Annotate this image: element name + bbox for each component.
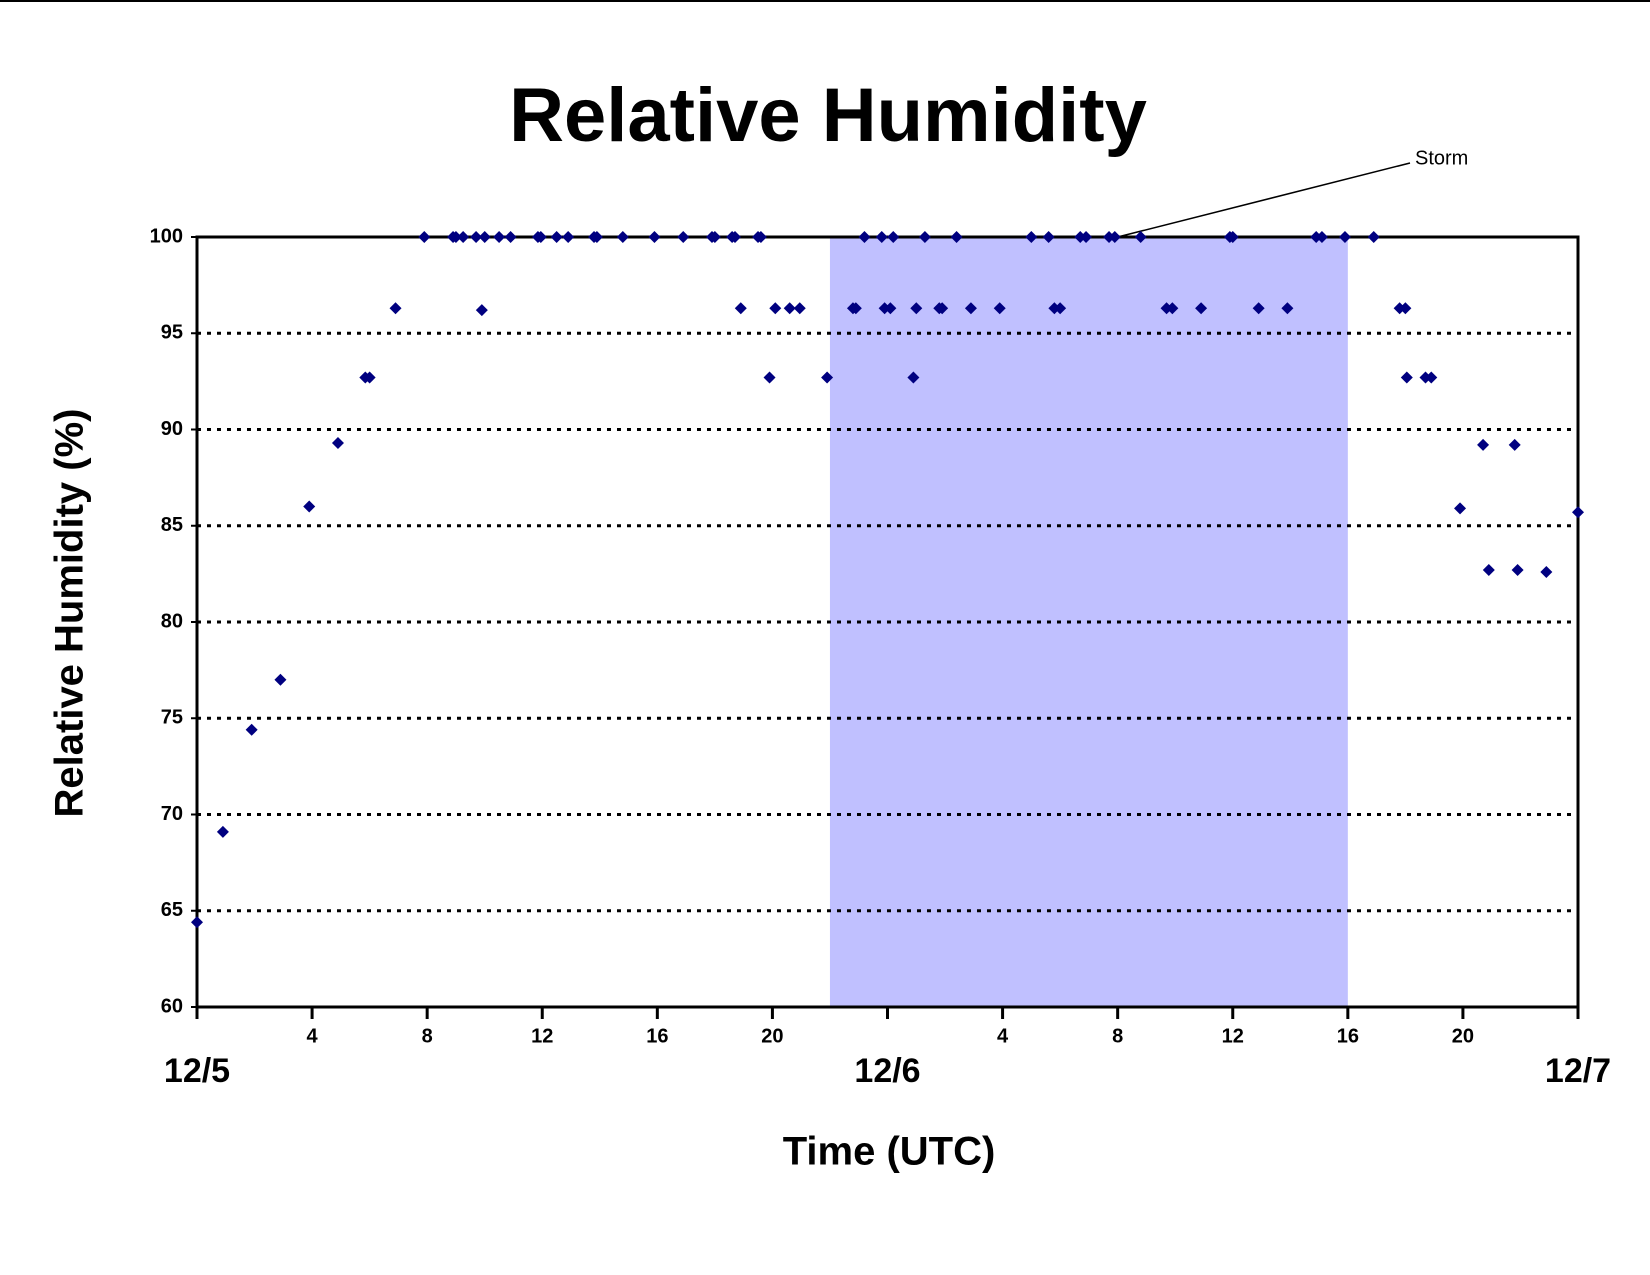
day-label: 12/7: [1545, 1052, 1611, 1090]
data-point: [1108, 231, 1121, 243]
x-tick-label: 4: [997, 1025, 1009, 1047]
y-tick-label: 75: [161, 707, 183, 729]
data-point: [1134, 231, 1147, 243]
data-point: [677, 231, 690, 243]
y-axis-label: Relative Humidity (%): [48, 409, 92, 818]
data-point: [858, 231, 871, 243]
x-tick-label: 20: [1452, 1025, 1474, 1047]
data-point: [389, 302, 402, 315]
data-point: [734, 302, 747, 315]
chart-title: Relative Humidity: [509, 73, 1147, 158]
data-point: [1540, 565, 1553, 578]
data-point: [245, 723, 258, 736]
data-point: [887, 231, 900, 243]
x-tick-label: 12: [1222, 1025, 1244, 1047]
y-tick-label: 80: [161, 610, 183, 632]
data-point: [303, 500, 316, 513]
x-tick-label: 8: [1112, 1025, 1123, 1047]
data-point: [936, 302, 949, 315]
data-point: [331, 436, 344, 449]
data-point: [216, 825, 229, 838]
data-point: [1054, 302, 1067, 315]
y-tick-label: 65: [161, 899, 183, 921]
data-point: [550, 231, 563, 243]
x-tick-label: 4: [307, 1025, 319, 1047]
data-point: [616, 231, 629, 243]
data-point: [1166, 302, 1179, 315]
data-point: [1195, 302, 1208, 315]
data-point: [849, 302, 862, 315]
x-tick-label: 20: [761, 1025, 783, 1047]
data-point: [754, 231, 767, 243]
data-point: [907, 371, 920, 384]
data-point: [1399, 302, 1412, 315]
data-point: [964, 302, 977, 315]
x-tick-label: 12: [531, 1025, 553, 1047]
data-point: [1281, 302, 1294, 315]
annotation-label: Storm: [1415, 147, 1468, 169]
data-point: [950, 231, 963, 243]
data-point: [1080, 231, 1093, 243]
x-axis-label: Time (UTC): [783, 1130, 996, 1174]
data-point: [793, 302, 806, 315]
data-point: [769, 302, 782, 315]
data-point: [783, 302, 796, 315]
data-point: [1511, 564, 1524, 577]
data-point: [1508, 438, 1521, 451]
x-tick-label: 16: [1337, 1025, 1359, 1047]
day-label: 12/5: [164, 1052, 230, 1090]
annotation-line: [1117, 162, 1411, 238]
data-point: [1572, 506, 1584, 519]
y-tick-label: 70: [161, 803, 183, 825]
data-point: [418, 231, 431, 243]
data-point: [875, 231, 888, 243]
x-tick-label: 16: [646, 1025, 668, 1047]
data-point: [1425, 371, 1438, 384]
data-point: [729, 231, 742, 243]
data-point: [1367, 231, 1380, 243]
data-point: [1477, 438, 1490, 451]
data-point: [562, 231, 575, 243]
data-point: [478, 231, 491, 243]
data-point: [1042, 231, 1055, 243]
data-point: [910, 302, 923, 315]
data-point: [274, 673, 287, 686]
data-point: [884, 302, 897, 315]
data-point: [1226, 231, 1239, 243]
data-point: [648, 231, 661, 243]
y-tick-label: 100: [150, 225, 183, 247]
data-point: [504, 231, 517, 243]
y-tick-label: 60: [161, 995, 183, 1017]
data-point: [449, 231, 462, 243]
data-point: [457, 231, 470, 243]
data-point: [918, 231, 931, 243]
data-point: [1025, 231, 1038, 243]
y-tick-label: 90: [161, 418, 183, 440]
data-point: [1338, 231, 1351, 243]
data-point: [1454, 502, 1467, 515]
data-point: [363, 371, 376, 384]
data-point: [1252, 302, 1265, 315]
y-tick-label: 85: [161, 514, 183, 536]
data-point: [1400, 371, 1413, 384]
data-point: [475, 304, 488, 317]
y-tick-label: 95: [161, 322, 183, 344]
data-point: [1315, 231, 1328, 243]
x-tick-label: 8: [422, 1025, 433, 1047]
data-point: [534, 231, 547, 243]
data-point: [1482, 564, 1495, 577]
data-point: [191, 916, 203, 929]
data-point: [993, 302, 1006, 315]
data-point: [708, 231, 721, 243]
data-point: [590, 231, 603, 243]
data-point: [470, 231, 483, 243]
data-point: [493, 231, 506, 243]
data-point: [821, 371, 834, 384]
day-label: 12/6: [854, 1052, 920, 1090]
data-point: [763, 371, 776, 384]
